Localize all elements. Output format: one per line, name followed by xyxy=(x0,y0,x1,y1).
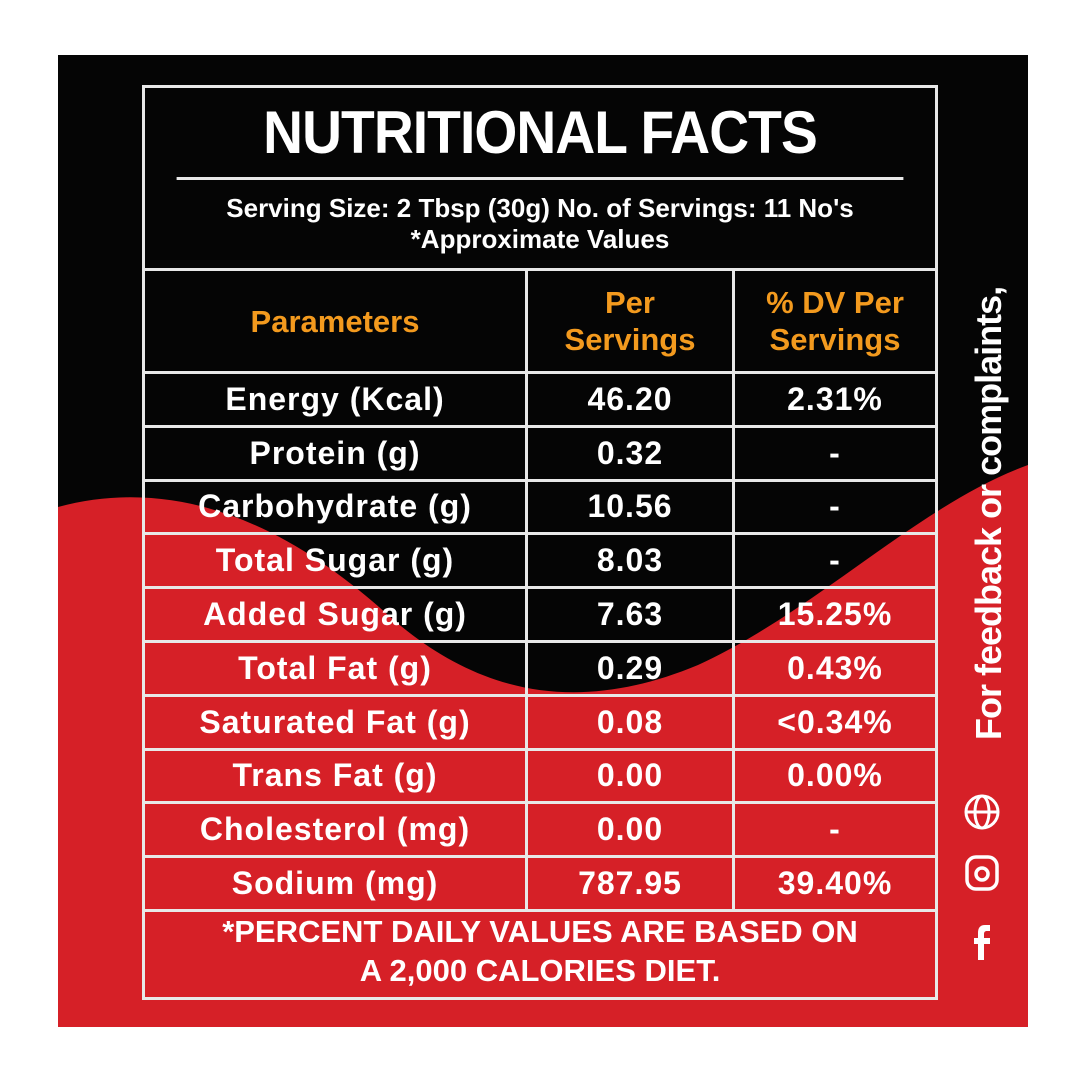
dv-cell: - xyxy=(829,488,841,525)
table-row: Added Sugar (g) 7.63 15.25% xyxy=(145,589,935,643)
facebook-icon xyxy=(974,925,990,960)
per-serving-cell: 0.32 xyxy=(528,427,735,479)
per-serving-cell: 787.95 xyxy=(528,858,735,909)
parameter-cell: Protein (g) xyxy=(145,427,528,479)
header-dv: % DV Per Servings xyxy=(766,285,904,357)
globe-icon xyxy=(964,794,1000,830)
parameter-cell: Energy (Kcal) xyxy=(145,374,528,425)
parameter-cell: Sodium (mg) xyxy=(145,858,528,909)
parameter-cell: Total Fat (g) xyxy=(145,643,528,694)
table-row: Total Fat (g) 0.29 0.43% xyxy=(145,643,935,697)
red-wave-background xyxy=(58,465,1028,1027)
parameter-cell: Cholesterol (mg) xyxy=(145,804,528,856)
table-row: Trans Fat (g) 0.00 0.00% xyxy=(145,750,935,805)
header-per-servings: Per Servings xyxy=(528,271,735,371)
dv-cell: - xyxy=(829,434,841,471)
table-row: Saturated Fat (g) 0.08 <0.34% xyxy=(145,696,935,751)
footer-line-2: A 2,000 CALORIES DIET. xyxy=(359,953,721,988)
per-serving-cell: 46.20 xyxy=(528,374,735,425)
dv-cell: - xyxy=(829,542,841,579)
parameter-cell: Added Sugar (g) xyxy=(145,589,528,640)
table-row: Carbohydrate (g) 10.56 - xyxy=(145,481,935,536)
table-row: Energy (Kcal) 46.20 2.31% xyxy=(145,374,935,428)
per-serving-cell: 0.08 xyxy=(528,696,735,748)
approximate-note: *Approximate Values xyxy=(410,224,670,254)
table-title: NUTRITIONAL FACTS xyxy=(176,88,904,180)
nutrition-table: NUTRITIONAL FACTS Serving Size: 2 Tbsp (… xyxy=(142,85,938,1000)
table-row: Protein (g) 0.32 - xyxy=(145,427,935,482)
dv-cell: - xyxy=(829,811,841,848)
header-parameters: Parameters xyxy=(145,271,528,371)
per-serving-cell: 0.29 xyxy=(528,643,735,694)
feedback-text: For feedback or complaints, xyxy=(968,286,1009,740)
label-panel xyxy=(58,55,1028,1027)
table-row: Total Sugar (g) 8.03 - xyxy=(145,535,935,590)
footer-note: *PERCENT DAILY VALUES ARE BASED ON A 2,0… xyxy=(145,905,935,997)
instagram-icon xyxy=(965,855,999,891)
per-serving-cell: 0.00 xyxy=(528,804,735,856)
footer-line-1: *PERCENT DAILY VALUES ARE BASED ON xyxy=(222,914,858,949)
table-row: Cholesterol (mg) 0.00 - xyxy=(145,804,935,859)
dv-cell: <0.34% xyxy=(777,703,893,740)
dv-cell: 0.43% xyxy=(787,649,883,686)
parameter-cell: Saturated Fat (g) xyxy=(145,696,528,748)
dv-cell: 15.25% xyxy=(777,596,893,633)
serving-info: Serving Size: 2 Tbsp (30g) No. of Servin… xyxy=(145,180,935,271)
dv-cell: 2.31% xyxy=(787,380,883,417)
header-row: Parameters Per Servings % DV Per Serving… xyxy=(145,271,935,374)
dv-cell: 39.40% xyxy=(777,865,893,902)
per-serving-cell: 0.00 xyxy=(528,750,735,802)
parameter-cell: Carbohydrate (g) xyxy=(145,481,528,533)
per-serving-cell: 10.56 xyxy=(528,481,735,533)
per-serving-cell: 7.63 xyxy=(528,589,735,640)
parameter-cell: Total Sugar (g) xyxy=(145,535,528,587)
per-serving-cell: 8.03 xyxy=(528,535,735,587)
table-row: Sodium (mg) 787.95 39.40% xyxy=(145,858,935,912)
dv-cell: 0.00% xyxy=(787,757,883,794)
parameter-cell: Trans Fat (g) xyxy=(145,750,528,802)
serving-size-text: Serving Size: 2 Tbsp (30g) No. of Servin… xyxy=(226,193,854,223)
